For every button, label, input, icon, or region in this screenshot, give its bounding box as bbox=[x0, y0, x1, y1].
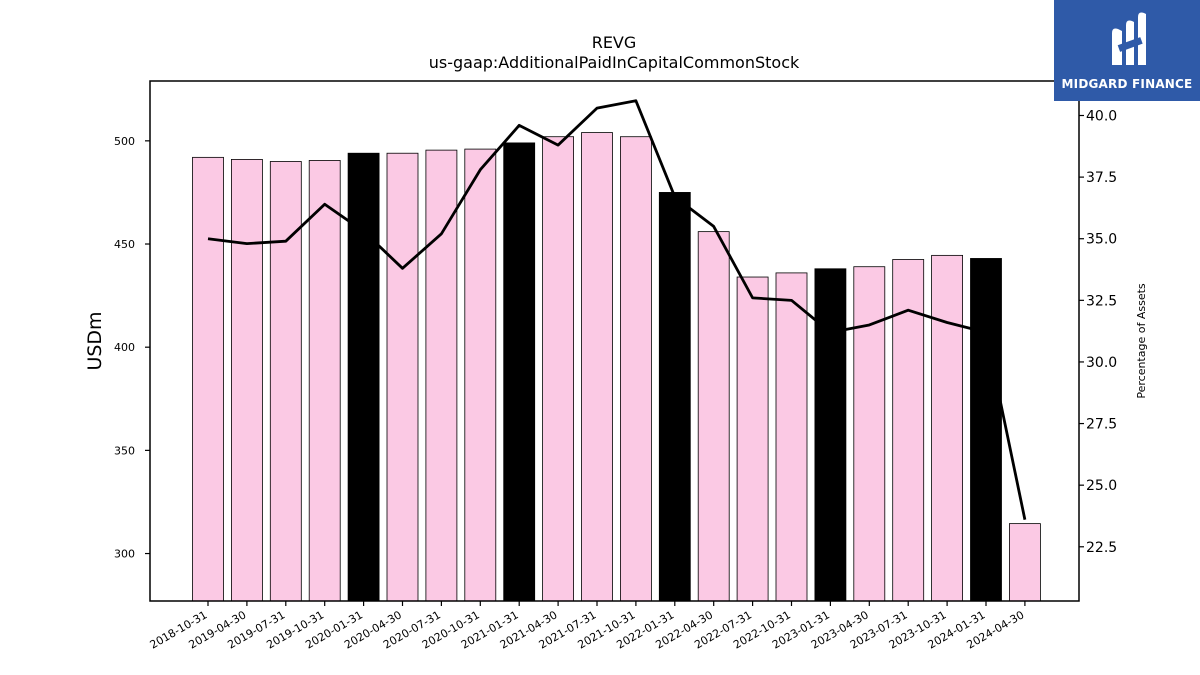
y2-tick-label: 37.5 bbox=[1086, 170, 1117, 186]
bar-2024-04-30 bbox=[1009, 523, 1041, 602]
y2-tick-label: 30.0 bbox=[1086, 355, 1117, 371]
bar-2020-01-31 bbox=[347, 152, 380, 602]
bar-2019-07-31 bbox=[269, 161, 302, 602]
bar-2023-04-30 bbox=[853, 266, 886, 602]
y2-axis-label: Percentage of Assets bbox=[1135, 283, 1148, 399]
brand-logo: MIDGARD FINANCE bbox=[1054, 0, 1200, 101]
chart-title: REVG bbox=[592, 33, 637, 52]
y2-tick-label: 25.0 bbox=[1086, 478, 1117, 494]
midgard-logo-icon bbox=[1112, 12, 1146, 65]
y2-tick-label: 27.5 bbox=[1086, 417, 1117, 433]
bars-group bbox=[192, 132, 1041, 602]
line-group bbox=[207, 99, 1027, 520]
y-tick-label: 500 bbox=[114, 135, 135, 148]
bar-2023-10-31 bbox=[931, 254, 963, 602]
right-axis: 22.5 25.0 27.5 30.0 32.5 35.0 37.5 40.0 bbox=[1079, 109, 1117, 556]
bar-2022-07-31 bbox=[736, 276, 769, 602]
bar-2024-01-31 bbox=[970, 258, 1002, 602]
bar-2021-01-31 bbox=[503, 142, 536, 602]
bar-2018-10-31 bbox=[192, 156, 224, 602]
x-axis: 2018-10-312019-04-302019-07-312019-10-31… bbox=[148, 601, 1026, 652]
y-tick-label: 450 bbox=[114, 238, 135, 251]
y2-tick-label: 40.0 bbox=[1086, 109, 1117, 125]
y-tick-label: 350 bbox=[114, 444, 135, 457]
bar-2022-04-30 bbox=[697, 231, 730, 602]
chart-subtitle: us-gaap:AdditionalPaidInCapitalCommonSto… bbox=[429, 53, 800, 72]
bar-2020-07-31 bbox=[425, 149, 458, 602]
bar-2021-07-31 bbox=[581, 132, 613, 602]
bar-2019-10-31 bbox=[308, 160, 341, 602]
y2-tick-label: 22.5 bbox=[1086, 540, 1117, 556]
y-tick-label: 300 bbox=[114, 548, 135, 561]
percentage-line bbox=[207, 99, 1027, 520]
y2-tick-label: 32.5 bbox=[1086, 293, 1117, 309]
y2-tick-label: 35.0 bbox=[1086, 232, 1117, 248]
bar-2020-04-30 bbox=[386, 152, 419, 602]
bar-2021-10-31 bbox=[620, 136, 652, 602]
brand-logo-text: MIDGARD FINANCE bbox=[1061, 76, 1193, 91]
bar-2021-04-30 bbox=[542, 136, 574, 602]
y-tick-label: 400 bbox=[114, 341, 135, 354]
bar-2023-01-31 bbox=[814, 268, 847, 602]
bar-2023-07-31 bbox=[892, 259, 925, 602]
plot-frame bbox=[149, 80, 1080, 602]
bar-2022-01-31 bbox=[658, 192, 691, 602]
left-axis: 300 350 400 450 500 bbox=[114, 135, 150, 561]
bar-2019-04-30 bbox=[230, 159, 263, 602]
y-axis-label: USDm bbox=[84, 311, 106, 370]
bar-2020-10-31 bbox=[464, 148, 497, 602]
bar-2022-10-31 bbox=[775, 272, 808, 602]
